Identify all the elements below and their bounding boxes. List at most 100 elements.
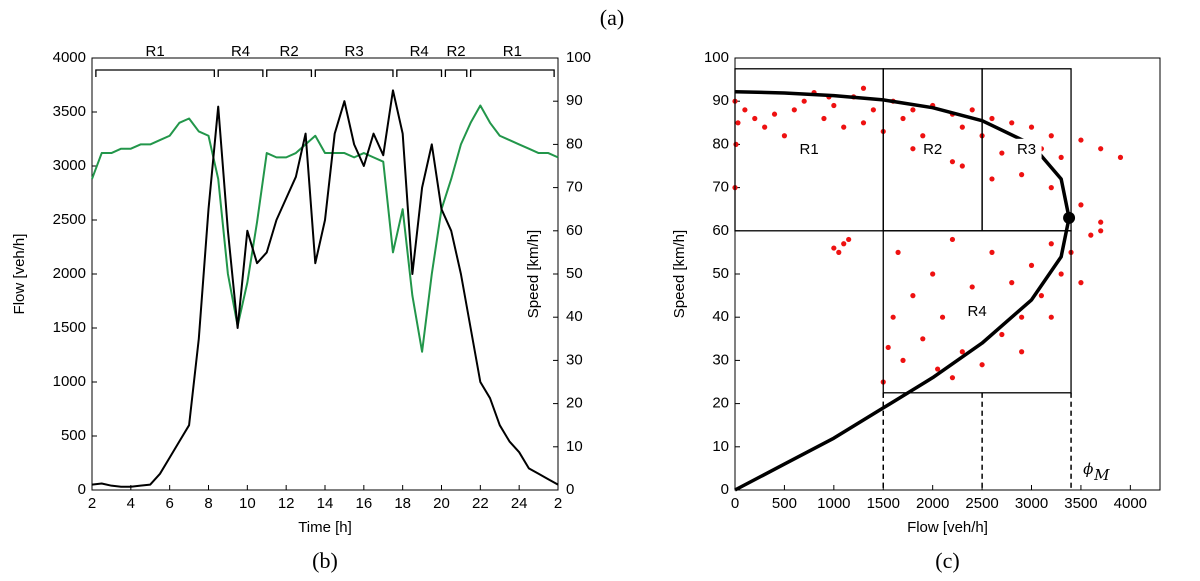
y-tick-label: 20 (712, 395, 729, 412)
y-tick-label: 90 (712, 92, 729, 109)
scatter-point (742, 107, 748, 113)
scatter-point (1009, 120, 1015, 126)
x-tick-label: 10 (239, 495, 256, 512)
scatter-point (1019, 314, 1025, 320)
x-tick-label: 16 (355, 495, 372, 512)
region-label: R3 (1017, 141, 1036, 158)
scatter-point (939, 314, 946, 320)
scatter-point (999, 150, 1005, 156)
scatter-point (969, 107, 975, 113)
region-label: R2 (446, 43, 465, 60)
y-tick-label: 2000 (53, 265, 86, 282)
scatter-point (1058, 271, 1064, 277)
scatter-point (841, 124, 847, 130)
x-tick-label: 2 (554, 495, 562, 512)
x-tick-label: 2000 (916, 495, 949, 512)
y-tick-label: 1500 (53, 319, 86, 336)
scatter-point (910, 146, 916, 152)
y-tick-label: 2500 (53, 211, 86, 228)
scatter-point (1038, 293, 1044, 299)
x-tick-label: 8 (204, 495, 212, 512)
scatter-point (1117, 154, 1124, 160)
scatter-point (910, 107, 916, 113)
scatter-point (1088, 232, 1094, 238)
scatter-point (752, 115, 758, 122)
scatter-point (989, 249, 995, 255)
scatter-point (1048, 133, 1054, 139)
scatter-point (949, 375, 956, 381)
plot-frame (91, 57, 559, 491)
scatter-point (1078, 280, 1084, 286)
y-tick-label: 1000 (53, 373, 86, 390)
scatter-point (999, 331, 1005, 338)
scatter-point (1028, 262, 1035, 268)
scatter-point (1078, 137, 1084, 143)
scatter-point (1019, 349, 1025, 355)
subtitle: (b) (312, 548, 338, 573)
scatter-point (989, 115, 995, 122)
capacity-point (1063, 211, 1076, 224)
y2-tick-label: 80 (566, 135, 583, 152)
scatter-point (860, 85, 867, 91)
x-tick-label: 3500 (1064, 495, 1097, 512)
region-label: R1 (146, 43, 165, 60)
x-tick-label: 22 (472, 495, 489, 512)
x-tick-label: 4 (127, 495, 135, 512)
y-tick-label: 70 (712, 179, 729, 196)
capacity-symbol: ϕ (1083, 460, 1093, 478)
scatter-point (846, 236, 852, 243)
region-label: R4 (231, 43, 250, 60)
y2-tick-label: 90 (566, 92, 583, 109)
x-tick-label: 3000 (1015, 495, 1048, 512)
x-tick-label: 0 (731, 495, 739, 512)
scatter-point (1028, 124, 1035, 130)
capacity-subscript: M (1093, 466, 1110, 484)
region-label-bg (917, 138, 948, 161)
scatter-point (1058, 154, 1064, 160)
scatter-point (860, 120, 867, 126)
region-label: R1 (800, 141, 819, 158)
scatter-point (959, 349, 965, 355)
series-line (91, 104, 559, 353)
scatter-point (895, 249, 901, 255)
y-tick-label: 50 (712, 265, 729, 282)
scatter-point (831, 245, 837, 251)
scatter-point (831, 102, 837, 109)
scatter-point (1048, 241, 1054, 247)
scatter-point (870, 107, 876, 113)
scatter-point (841, 241, 847, 247)
scatter-point (930, 271, 936, 277)
y-tick-label: 0 (721, 481, 729, 498)
y2-axis-title: Speed [km/h] (525, 230, 542, 318)
region-label: R1 (503, 43, 522, 60)
x-tick-label: 24 (511, 495, 528, 512)
region-label: R4 (410, 43, 429, 60)
scatter-point (890, 314, 896, 320)
scatter-point (910, 293, 916, 299)
scatter-point (1098, 228, 1104, 234)
x-axis-title: Flow [veh/h] (907, 519, 988, 536)
scatter-point (1019, 172, 1025, 178)
x-tick-label: 6 (165, 495, 173, 512)
x-tick-label: 20 (433, 495, 450, 512)
x-tick-label: 1000 (817, 495, 850, 512)
scatter-point (821, 115, 827, 122)
region-label: R2 (923, 141, 942, 158)
y2-tick-label: 60 (566, 222, 583, 239)
y-tick-label: 3500 (53, 103, 86, 120)
y-axis-title: Speed [km/h] (671, 230, 688, 318)
y-tick-label: 80 (712, 135, 729, 152)
y2-tick-label: 50 (566, 265, 583, 282)
y-tick-label: 500 (61, 427, 86, 444)
region-bracket (266, 69, 313, 77)
region-label-bg (794, 138, 825, 161)
scatter-point (1009, 280, 1015, 286)
y-tick-label: 60 (712, 222, 729, 239)
scatter-point (989, 176, 995, 182)
x-tick-label: 12 (278, 495, 295, 512)
y2-tick-label: 10 (566, 438, 583, 455)
region-bracket (396, 69, 443, 77)
y2-tick-label: 20 (566, 395, 583, 412)
scatter-point (1098, 219, 1104, 225)
